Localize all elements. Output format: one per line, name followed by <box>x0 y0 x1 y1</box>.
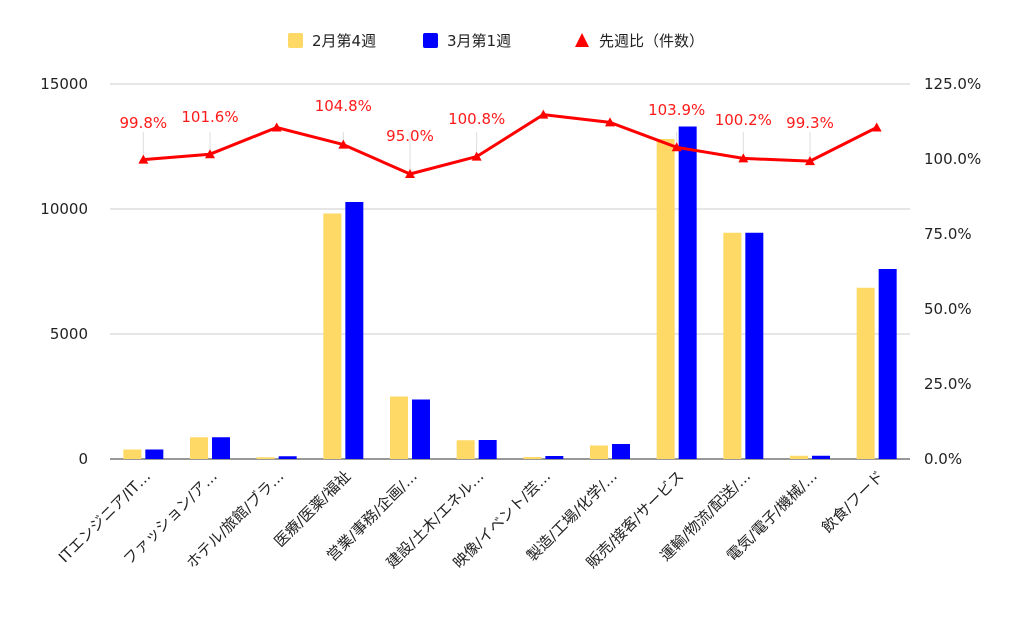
ratio-point <box>338 139 349 149</box>
legend-label: 先週比（件数） <box>599 32 704 50</box>
legend-marker-triangle <box>575 33 589 47</box>
bar-feb-week4 <box>456 440 475 459</box>
left-tick-label: 15000 <box>40 75 88 93</box>
ratio-data-label: 101.6% <box>181 108 238 126</box>
bar-mar-week1 <box>412 399 430 459</box>
right-tick-label: 100.0% <box>924 150 981 168</box>
bar-mar-week1 <box>212 437 230 459</box>
ratio-data-label: 95.0% <box>386 127 434 145</box>
bar-feb-week4 <box>123 449 142 459</box>
bar-feb-week4 <box>190 437 208 459</box>
ratio-point <box>738 153 749 163</box>
left-axis: 0 5000 10000 15000 <box>40 75 88 468</box>
ratio-point <box>605 117 615 127</box>
bar-mar-week1 <box>545 456 564 459</box>
ratio-data-label: 104.8% <box>315 97 372 115</box>
ratio-point <box>138 154 149 164</box>
ratio-data-label: 100.8% <box>448 110 505 128</box>
gridlines <box>110 83 910 460</box>
legend-label: 3月第1週 <box>447 32 511 50</box>
bar-feb-week4 <box>790 455 808 459</box>
legend-swatch <box>288 33 303 48</box>
ratio-point <box>205 149 215 159</box>
right-axis: 0.0% 25.0% 50.0% 75.0% 100.0% 125.0% <box>924 75 981 468</box>
ratio-data-label: 99.3% <box>786 114 834 132</box>
bar-feb-week4 <box>723 232 742 459</box>
bar-mar-week1 <box>812 455 830 459</box>
legend-label: 2月第4週 <box>312 32 376 50</box>
bar-feb-week4 <box>856 287 875 459</box>
ratio-point <box>405 169 415 178</box>
ratio-data-label: 100.2% <box>715 111 772 129</box>
right-tick-label: 125.0% <box>924 75 981 93</box>
bar-mar-week1 <box>145 449 164 459</box>
legend-swatch <box>423 33 438 48</box>
bar-mar-week1 <box>345 202 364 459</box>
left-tick-label: 0 <box>78 450 88 468</box>
bar-feb-week4 <box>590 445 608 459</box>
bar-feb-week4 <box>656 139 675 459</box>
ratio-point <box>538 109 549 119</box>
bar-mar-week1 <box>478 440 497 459</box>
ratio-point <box>271 122 282 132</box>
bars <box>123 126 897 459</box>
category-labels: ITエンジニア/IT…ファッション/ア…ホテル/旅館/ブラ…医療/医薬/福祉営業… <box>55 467 887 572</box>
right-tick-label: 75.0% <box>924 225 972 243</box>
ratio-point <box>871 122 882 132</box>
bar-feb-week4 <box>390 396 408 459</box>
bar-feb-week4 <box>256 457 275 459</box>
ratio-data-label: 103.9% <box>648 101 705 119</box>
ratio-line: 99.8% 101.6% 104.8% 95.0% 100.8% 103.9% 100.2%… <box>120 97 882 178</box>
bar-feb-week4 <box>523 457 542 459</box>
ratio-series-line <box>143 113 878 176</box>
ratio-point <box>671 142 682 152</box>
bar-feb-week4 <box>323 213 342 459</box>
right-tick-label: 0.0% <box>924 450 962 468</box>
left-tick-label: 10000 <box>40 200 88 218</box>
right-tick-label: 50.0% <box>924 300 972 318</box>
left-tick-label: 5000 <box>50 325 88 343</box>
legend: 2月第4週 3月第1週 先週比（件数） <box>288 32 704 50</box>
bar-mar-week1 <box>612 444 630 459</box>
ratio-data-label: 99.8% <box>120 114 168 132</box>
bar-mar-week1 <box>678 126 697 459</box>
right-tick-label: 25.0% <box>924 375 972 393</box>
ratio-point <box>471 151 482 161</box>
category-label: 飲食/フード <box>818 467 887 536</box>
bar-mar-week1 <box>278 456 297 459</box>
bar-mar-week1 <box>878 269 897 459</box>
ratio-point <box>805 156 815 166</box>
bar-mar-week1 <box>745 232 764 459</box>
